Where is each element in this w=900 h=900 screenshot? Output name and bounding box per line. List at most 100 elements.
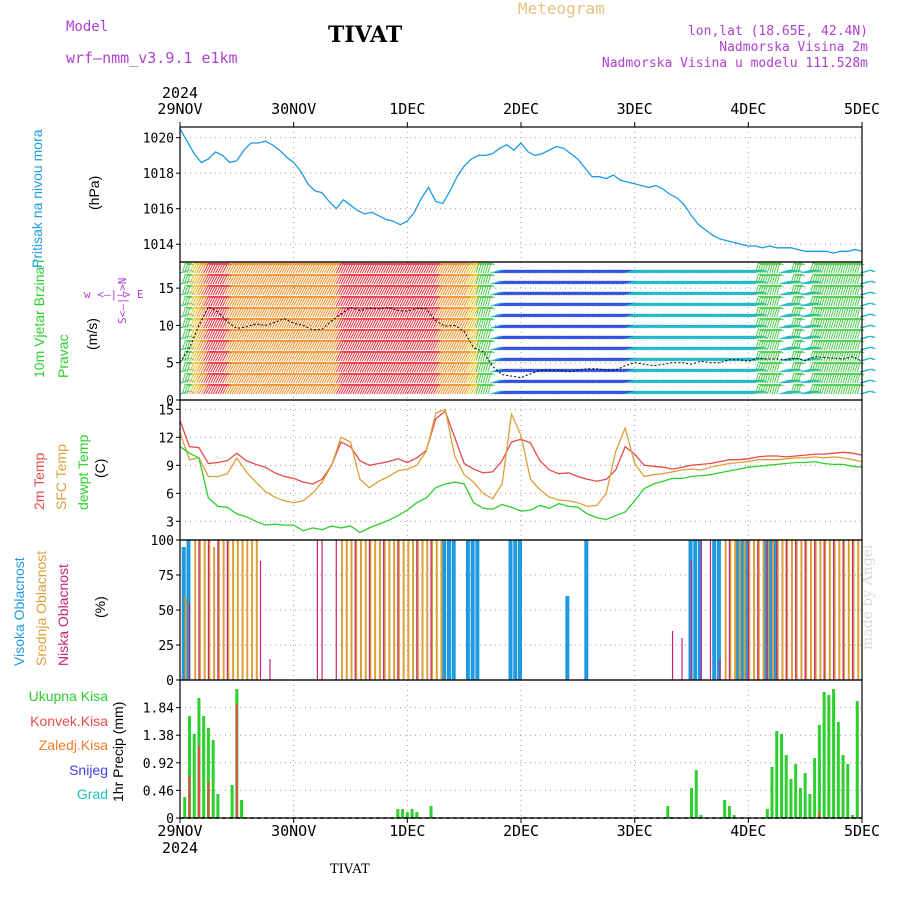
wind-barb	[648, 280, 660, 285]
wind-barb	[257, 350, 264, 362]
wind-barb	[432, 350, 439, 362]
wind-barb	[293, 383, 300, 395]
wind-barb	[267, 383, 274, 395]
wind-barb	[546, 357, 558, 362]
wind-barb	[554, 390, 565, 395]
wind-barb	[539, 269, 551, 274]
wind-barb	[191, 273, 198, 285]
wind-barb	[217, 284, 224, 296]
wind-barb	[224, 262, 231, 274]
wind-barb	[184, 306, 189, 318]
wind-barb	[603, 302, 615, 307]
wind-barb	[293, 328, 300, 340]
wind-barb	[418, 295, 425, 307]
wind-barb	[354, 339, 361, 351]
wind-barb	[196, 339, 202, 351]
wind-barb	[366, 328, 373, 340]
wind-barb	[437, 383, 444, 395]
wind-barb	[276, 383, 283, 395]
wind-barb	[582, 379, 593, 384]
wind-barb	[366, 262, 373, 274]
wind-barb	[442, 383, 449, 395]
wind-barb	[440, 361, 446, 373]
wind-barb	[210, 273, 217, 285]
wind-barb	[331, 383, 337, 395]
wind-barb	[577, 291, 588, 296]
wind-barb	[234, 262, 240, 274]
wind-barb	[587, 302, 598, 307]
wind-barb	[378, 339, 385, 351]
wind-barb	[651, 302, 662, 307]
wind-barb	[257, 383, 264, 395]
wind-barb	[610, 357, 622, 362]
wind-barb-flag	[490, 372, 496, 376]
wind-barb	[440, 317, 446, 329]
wind-barb	[305, 361, 311, 373]
wind-barb	[625, 357, 636, 362]
wind-barb	[328, 262, 335, 274]
wind-barb	[404, 295, 411, 307]
wind-barb	[217, 295, 224, 307]
wind-barb-flag	[490, 262, 496, 266]
wind-barb	[392, 306, 399, 318]
wind-barb	[549, 291, 560, 296]
wind-barb	[584, 269, 596, 274]
wind-barb	[226, 262, 233, 274]
wind-barb	[345, 262, 352, 274]
wind-barb	[504, 390, 515, 395]
wind-barb	[428, 361, 435, 373]
wind-barb	[342, 306, 349, 318]
wind-barb	[397, 295, 404, 307]
wind-barb	[236, 295, 243, 307]
wind-barb	[245, 306, 252, 318]
wind-barb	[565, 280, 577, 285]
wind-barb	[321, 361, 328, 373]
wind-barb	[423, 306, 430, 318]
wind-barb	[589, 269, 600, 274]
wind-barb	[622, 346, 633, 351]
wind-barb	[451, 339, 458, 351]
wind-barb	[347, 328, 354, 340]
wind-barb	[468, 372, 475, 384]
wind-barb	[563, 357, 574, 362]
wind-barb	[506, 357, 517, 362]
wind-barb	[253, 306, 259, 318]
wind-barb	[435, 339, 442, 351]
wind-barb	[222, 262, 229, 274]
wind-barb	[525, 390, 536, 395]
wind-barb	[608, 335, 619, 340]
wind-barb	[267, 317, 274, 329]
wind-barb	[523, 291, 534, 296]
wind-barb	[378, 262, 385, 274]
wind-barb	[432, 306, 439, 318]
wind-barb	[231, 361, 238, 373]
wind-barb	[404, 317, 411, 329]
wind-barb	[316, 372, 323, 384]
wind-barb	[485, 372, 489, 384]
wind-barb	[575, 379, 586, 384]
wind-barb	[414, 328, 420, 340]
wind-barb	[477, 306, 482, 318]
wind-barb	[542, 335, 553, 340]
wind-barb	[305, 339, 311, 351]
wind-barb	[331, 273, 337, 285]
wind-barb	[295, 317, 302, 329]
wind-barb	[599, 390, 610, 395]
wind-barb	[461, 383, 468, 395]
wind-barb	[504, 379, 515, 384]
wind-barb	[241, 372, 247, 384]
wind-barb	[293, 372, 300, 384]
wind-barb	[357, 262, 364, 274]
wind-barb	[189, 306, 195, 318]
wind-barb	[610, 346, 622, 351]
wind-barb	[324, 262, 330, 274]
wind-barb	[565, 313, 577, 318]
wind-barb	[383, 361, 390, 373]
wind-barb	[653, 357, 664, 362]
wind-barb	[231, 273, 238, 285]
wind-barb	[620, 335, 631, 340]
wind-barb	[390, 372, 397, 384]
wind-barb	[658, 324, 669, 329]
wind-barb	[200, 328, 207, 340]
